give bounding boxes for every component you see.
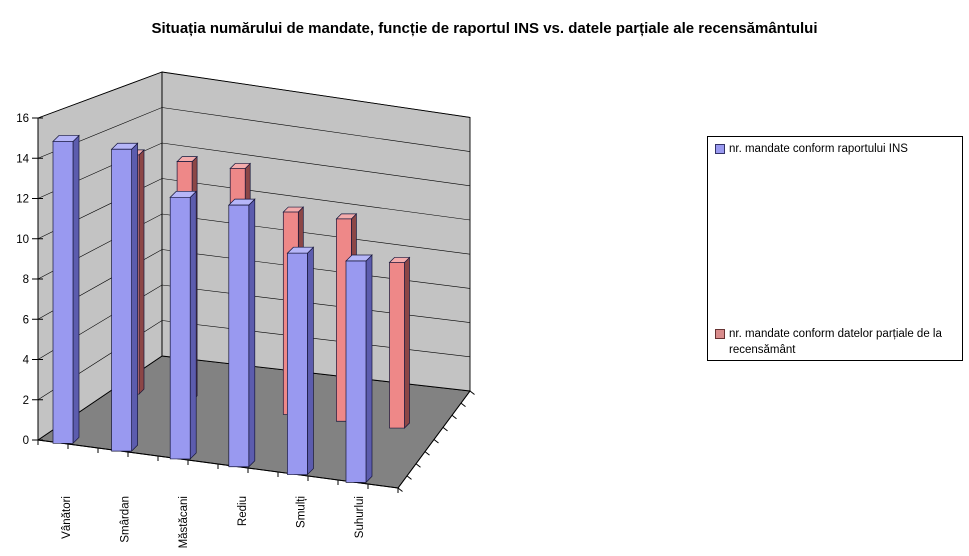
category-label: Suhurlui: [354, 496, 366, 538]
value-axis-label: 8: [23, 274, 29, 286]
value-axis-label: 6: [23, 314, 29, 326]
series-axis-tick: [406, 475, 412, 480]
value-axis-label: 4: [23, 355, 30, 367]
legend-entry-ins: nr. mandate conform raportului INS: [715, 142, 958, 158]
series-axis-tick: [460, 402, 466, 408]
bar-ins-Măstăcani: [169, 190, 198, 460]
series-axis-tick: [451, 414, 457, 420]
value-axis-label: 2: [23, 395, 29, 407]
series-axis-tick: [469, 390, 475, 395]
category-label: Smârdan: [120, 496, 132, 543]
legend: nr. mandate conform raportului INS nr. m…: [707, 136, 963, 361]
legend-marker-ins-icon: [715, 144, 725, 154]
series-axis-tick: [433, 439, 439, 444]
bar-ins-Rediu: [227, 198, 256, 468]
category-label: Rediu: [237, 496, 249, 526]
category-label: Vânători: [61, 496, 73, 539]
legend-label-ins: nr. mandate conform raportului INS: [729, 143, 908, 155]
category-label: Smulți: [295, 496, 307, 528]
bar-ins-Vânători: [52, 134, 80, 445]
legend-entry-census: nr. mandate conform datelor parțiale de …: [715, 327, 958, 358]
series-axis-tick: [442, 426, 448, 432]
value-axis-label: 16: [16, 113, 29, 125]
bar-ins-Smulți: [286, 246, 315, 476]
chart-title: Situația numărului de mandate, funcție d…: [151, 20, 818, 37]
legend-label-census: nr. mandate conform datelor parțiale de …: [729, 328, 942, 356]
series-axis-tick: [415, 463, 421, 468]
value-axis-label: 10: [16, 234, 29, 246]
bar-ins-Smârdan: [110, 142, 139, 452]
value-axis-label: 0: [23, 435, 29, 447]
series-axis-tick: [397, 487, 403, 492]
value-axis-label: 14: [16, 153, 29, 165]
bar-census-Suhurlui: [388, 256, 411, 429]
series-axis-tick: [424, 451, 430, 456]
legend-marker-census-icon: [715, 329, 725, 339]
category-label: Măstăcani: [178, 496, 190, 548]
bar-ins-Suhurlui: [345, 254, 373, 484]
value-axis-label: 12: [16, 194, 29, 206]
chart-back-wall: [161, 71, 471, 392]
